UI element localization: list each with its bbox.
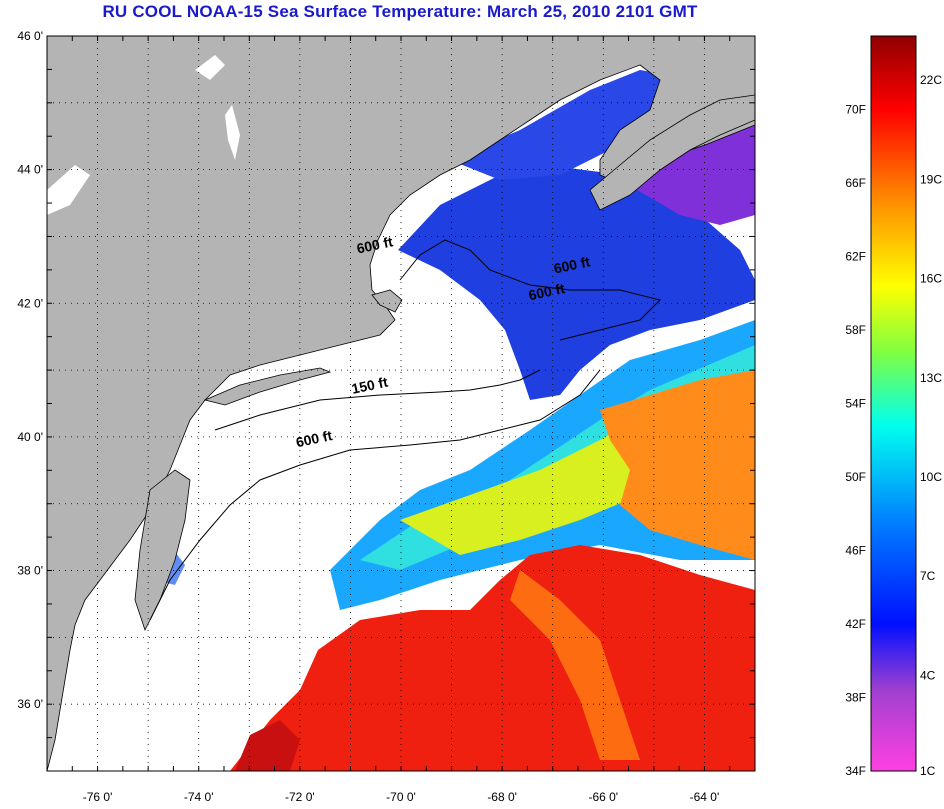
map-title: RU COOL NOAA-15 Sea Surface Temperature:… <box>102 2 698 21</box>
lat-tick-label: 44 0' <box>17 163 43 177</box>
colorbar-c-label: 10C <box>920 470 942 484</box>
contour-labels: 600 ft 600 ft 600 ft 150 ft 600 ft <box>294 233 591 450</box>
colorbar-f-label: 42F <box>845 617 866 631</box>
lat-tick-label: 42 0' <box>17 296 43 310</box>
land-long-island <box>203 367 332 406</box>
contour-label: 150 ft <box>350 374 389 397</box>
graticule: 46 0' 44 0' 42 0' 40 0' 38 0' 36 0' -76 0' -74 … <box>17 29 756 804</box>
lon-tick-label: -76 0' <box>83 790 113 804</box>
land-lake <box>225 105 240 160</box>
contour-label: 600 ft <box>294 427 333 450</box>
colorbar-f-label: 46F <box>845 544 866 558</box>
colorbar-f-label: 70F <box>845 103 866 117</box>
sst-orange-filament <box>510 570 640 760</box>
colorbar <box>870 35 917 772</box>
land-lake <box>195 55 225 80</box>
lon-tick-label: -74 0' <box>184 790 214 804</box>
colorbar-c-label: 16C <box>920 272 942 286</box>
map-area <box>47 36 755 771</box>
colorbar-f-label: 62F <box>845 250 866 264</box>
land-cape-cod <box>371 289 403 313</box>
land-delmarva <box>134 469 191 632</box>
contour-label: 600 ft <box>355 233 394 256</box>
lat-tick-label: 40 0' <box>17 430 43 444</box>
sst-cold-gulf-of-maine <box>398 165 755 400</box>
colorbar-f-label: 54F <box>845 397 866 411</box>
contour-label: 600 ft <box>552 253 591 276</box>
contour-600ft-gom <box>399 239 661 341</box>
colorbar-c-label: 13C <box>920 371 942 385</box>
sst-warm-orange <box>600 370 755 560</box>
contour-label: 600 ft <box>527 280 566 303</box>
lon-tick-label: -72 0' <box>285 790 315 804</box>
contour-600ft <box>149 369 601 621</box>
lon-tick-label: -68 0' <box>487 790 517 804</box>
lon-tick-label: -66 0' <box>588 790 618 804</box>
sst-cold-bay-of-fundy <box>450 70 670 180</box>
colorbar-c-label: 22C <box>920 73 942 87</box>
colorbar-f-label: 50F <box>845 470 866 484</box>
colorbar-f-label: 66F <box>845 176 866 190</box>
colorbar-f-label: 34F <box>845 764 866 778</box>
contour-150ft <box>214 369 541 431</box>
lon-tick-label: -64 0' <box>690 790 720 804</box>
lat-tick-label: 38 0' <box>17 564 43 578</box>
sst-cold-scotian <box>620 125 755 225</box>
colorbar-c-label: 4C <box>920 668 936 682</box>
land-lake <box>47 165 90 215</box>
sst-gulf-stream-core <box>235 720 300 771</box>
colorbar-c-label: 1C <box>920 764 936 778</box>
colorbar-f-label: 38F <box>845 691 866 705</box>
lat-tick-label: 36 0' <box>17 697 43 711</box>
colorbar-c-label: 19C <box>920 172 942 186</box>
lat-tick-label: 46 0' <box>17 29 43 43</box>
colorbar-f-label: 58F <box>845 323 866 337</box>
colorbar-labels: 70F 66F 62F 58F 54F 50F 46F 42F 38F 34F 22C 19C 16C 1… <box>845 73 942 778</box>
colorbar-c-label: 7C <box>920 569 936 583</box>
land-nova-scotia <box>589 94 755 211</box>
lon-tick-label: -70 0' <box>386 790 416 804</box>
